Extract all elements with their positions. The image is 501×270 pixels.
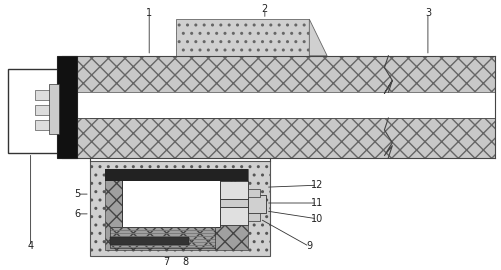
Polygon shape (309, 19, 327, 56)
Bar (220, 207, 247, 225)
Text: 2: 2 (261, 4, 268, 14)
Bar (109, 237, 188, 245)
Bar (62, 118, 494, 157)
Text: 9: 9 (306, 241, 312, 251)
Bar (175, 19, 309, 56)
Text: 3: 3 (424, 8, 430, 18)
Bar (62, 56, 494, 92)
Bar (62, 92, 494, 118)
Text: 6: 6 (74, 209, 80, 219)
Bar (121, 177, 220, 227)
Bar (247, 189, 260, 197)
Text: 11: 11 (311, 198, 323, 208)
Text: 1: 1 (146, 8, 152, 18)
Bar (220, 199, 247, 207)
Bar (247, 213, 260, 221)
Text: 10: 10 (311, 214, 323, 224)
Bar (57, 56, 77, 157)
Text: 7: 7 (162, 257, 169, 267)
Text: 12: 12 (311, 180, 323, 190)
Bar (35, 120, 52, 130)
Bar (220, 181, 247, 199)
Bar (105, 169, 247, 251)
Bar (247, 195, 266, 213)
Bar (35, 90, 52, 100)
Bar (49, 85, 59, 134)
Bar (90, 161, 269, 256)
Bar (8, 69, 59, 153)
Text: 5: 5 (74, 189, 80, 199)
Text: 8: 8 (182, 257, 188, 267)
Bar (35, 105, 52, 115)
Bar (109, 227, 215, 248)
Text: 4: 4 (28, 241, 34, 251)
Bar (105, 169, 247, 181)
